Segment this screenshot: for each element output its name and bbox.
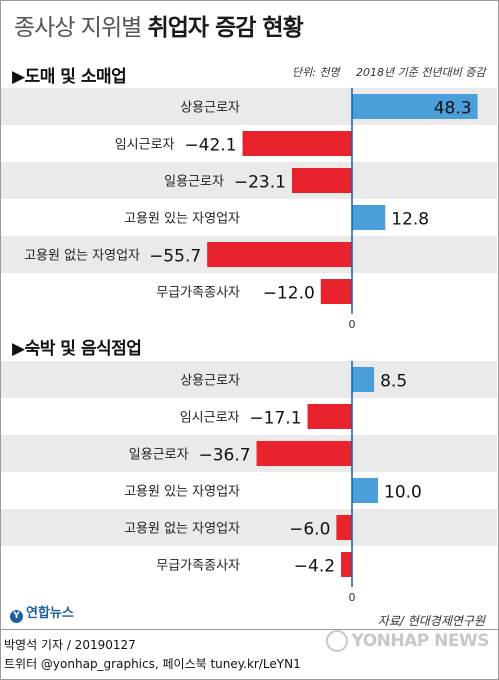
section-title-food: ▶숙박 및 음식점업 <box>12 339 142 359</box>
logo-mark-icon: Y <box>10 610 23 623</box>
credit-line-1: 박영석 기자 / 20190127 <box>4 638 136 652</box>
category-label: 상용근로자 <box>180 101 240 116</box>
logo-text: 연합뉴스 <box>26 606 74 621</box>
bar <box>207 242 352 267</box>
bar <box>320 279 352 304</box>
value-label: −17.1 <box>249 409 301 429</box>
section-title-retail: ▶도매 및 소매업 <box>12 67 127 87</box>
bar <box>352 478 378 503</box>
category-label: 상용근로자 <box>180 374 240 389</box>
value-label: 48.3 <box>434 99 472 119</box>
bar <box>256 441 352 466</box>
category-label: 고용원 있는 자영업자 <box>124 212 240 227</box>
bar <box>291 168 352 193</box>
value-label: −42.1 <box>184 136 236 156</box>
credit-line-2: 트위터 @yonhap_graphics, 페이스북 tuney.kr/LeYN… <box>4 657 301 671</box>
watermark-logo-icon <box>325 630 348 652</box>
value-label: −36.7 <box>198 446 250 466</box>
zero-tick-label: 0 <box>349 318 356 331</box>
value-label: −23.1 <box>234 173 286 193</box>
bar <box>352 205 386 230</box>
bar <box>341 552 352 577</box>
value-label: −4.2 <box>294 557 335 577</box>
category-label: 고용원 없는 자영업자 <box>24 249 140 264</box>
row-band <box>1 162 497 199</box>
value-label: 8.5 <box>380 372 407 392</box>
bar <box>352 367 375 392</box>
value-label: 12.8 <box>391 210 429 230</box>
value-label: −55.7 <box>149 247 201 267</box>
category-label: 고용원 없는 자영업자 <box>124 522 240 537</box>
unit-label: 단위: 천명 <box>292 66 340 79</box>
category-label: 무급가족종사자 <box>156 559 240 574</box>
title-light: 종사상 지위별 <box>14 15 142 41</box>
footer-divider <box>0 629 499 630</box>
source-label: 자료/ 현대경제연구원 <box>377 614 485 628</box>
bar <box>242 131 352 156</box>
row-band <box>1 361 497 398</box>
title-bold: 취업자 증감 현황 <box>147 15 304 41</box>
category-label: 임시근로자 <box>115 138 175 153</box>
bar <box>307 404 352 429</box>
row-band <box>1 435 497 472</box>
zero-tick-label: 0 <box>349 591 356 604</box>
value-label: 10.0 <box>384 483 422 503</box>
yonhap-logo: Y 연합뉴스 <box>10 602 74 623</box>
watermark: YONHAP NEWS <box>325 630 490 652</box>
bar <box>352 94 478 119</box>
watermark-text: YONHAP NEWS <box>351 631 490 651</box>
category-label: 임시근로자 <box>180 411 240 426</box>
bar <box>336 515 352 540</box>
category-label: 일용근로자 <box>164 175 224 190</box>
row-band <box>1 509 497 546</box>
page-title: 종사상 지위별 취업자 증감 현황 <box>14 8 304 42</box>
value-label: −6.0 <box>289 520 330 540</box>
category-label: 고용원 있는 자영업자 <box>124 485 240 500</box>
value-label: −12.0 <box>263 284 315 304</box>
baseline-label: 2018년 기준 전년대비 증감 <box>356 66 486 79</box>
category-label: 무급가족종사자 <box>156 286 240 301</box>
category-label: 일용근로자 <box>129 448 189 463</box>
